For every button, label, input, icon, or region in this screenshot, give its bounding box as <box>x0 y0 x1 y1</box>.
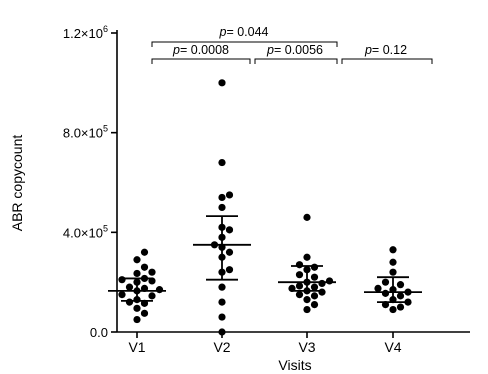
data-point-v3 <box>310 292 319 300</box>
p-value-label: p= 0.0056 <box>266 43 323 57</box>
data-point-v1 <box>148 277 156 285</box>
x-tick-label-v2: V2 <box>213 339 230 355</box>
significance-brackets: p= 0.044 p= 0.0008 p= 0.0056 p= 0.12 <box>151 25 433 64</box>
data-point-v2 <box>218 253 226 261</box>
data-point-v1 <box>125 298 134 306</box>
data-point-v3 <box>318 279 326 288</box>
data-point-v1 <box>140 248 149 256</box>
data-point-v3 <box>295 261 304 269</box>
data-point-v4 <box>374 284 382 292</box>
data-point-v3 <box>288 284 296 292</box>
data-point-v1 <box>140 299 149 307</box>
data-point-v4 <box>381 289 390 297</box>
x-tick-label-v1: V1 <box>128 339 145 355</box>
data-point-v2 <box>218 268 226 276</box>
data-point-v4 <box>396 281 405 289</box>
data-point-v2 <box>218 158 226 167</box>
data-point-v4 <box>396 303 405 311</box>
data-point-v3 <box>303 253 311 261</box>
p-value-label: p= 0.0008 <box>172 43 229 57</box>
data-point-v1 <box>133 304 141 312</box>
data-point-v2 <box>218 283 226 291</box>
data-point-v3 <box>303 213 311 221</box>
significance-bracket <box>254 58 338 64</box>
data-point-v4 <box>389 268 397 276</box>
y-tick-label: 1.2×106 <box>63 24 108 41</box>
data-point-v1 <box>118 291 126 299</box>
data-point-v1 <box>140 284 149 292</box>
data-point-v3 <box>303 287 311 295</box>
data-point-v4 <box>389 286 397 294</box>
data-point-v3 <box>310 263 319 271</box>
data-point-v2 <box>225 226 234 234</box>
data-points <box>118 79 412 336</box>
data-point-v2 <box>225 191 234 199</box>
x-tick-label-v3: V3 <box>298 339 315 355</box>
data-point-v4 <box>389 258 397 266</box>
data-point-v1 <box>133 287 141 295</box>
data-point-v4 <box>381 300 390 309</box>
data-point-v1 <box>133 256 141 264</box>
data-point-v3 <box>310 283 319 291</box>
data-point-v2 <box>218 193 226 202</box>
data-point-v4 <box>396 292 405 300</box>
data-point-v1 <box>148 268 156 276</box>
data-point-v2 <box>218 313 226 321</box>
data-point-v2 <box>218 79 226 87</box>
y-tick-label: 0.0 <box>90 325 108 340</box>
data-point-v2 <box>225 248 234 256</box>
data-point-v2 <box>218 223 226 231</box>
data-point-v1 <box>140 274 149 283</box>
data-point-v2 <box>218 203 226 212</box>
significance-bracket <box>151 58 251 64</box>
data-point-v3 <box>295 291 304 299</box>
data-point-v1 <box>118 276 126 284</box>
data-point-v2 <box>218 298 226 306</box>
data-point-v1 <box>140 309 149 317</box>
y-tick-label: 8.0×105 <box>63 124 108 141</box>
data-point-v3 <box>310 273 319 281</box>
significance-bracket <box>341 58 433 64</box>
significance-bracket <box>151 41 338 47</box>
p-value-label: p= 0.12 <box>364 43 407 57</box>
data-point-v3 <box>295 282 304 290</box>
y-axis: 0.0 4.0×105 8.0×105 1.2×106 <box>63 24 118 340</box>
x-axis-label: Visits <box>278 357 311 373</box>
data-point-v4 <box>404 288 412 296</box>
data-point-v1 <box>155 286 164 294</box>
data-point-v3 <box>318 288 326 296</box>
data-point-v4 <box>389 305 397 314</box>
data-point-v1 <box>133 296 141 304</box>
data-point-v3 <box>325 277 334 285</box>
y-axis-label: ABR copycount <box>9 135 25 232</box>
x-axis: V1 V2 V3 V4 <box>117 331 470 355</box>
data-point-v3 <box>303 296 311 304</box>
data-point-v4 <box>389 296 397 304</box>
data-point-v4 <box>404 298 412 306</box>
data-point-v2 <box>218 243 226 251</box>
data-point-v1 <box>148 292 156 300</box>
x-tick-label-v4: V4 <box>384 339 401 355</box>
data-point-v1 <box>125 283 134 291</box>
data-point-v3 <box>295 271 304 279</box>
data-point-v3 <box>310 300 319 309</box>
data-point-v1 <box>133 315 141 324</box>
p-value-label: p= 0.044 <box>218 25 268 39</box>
data-point-v4 <box>381 278 390 286</box>
data-point-v2 <box>218 233 226 241</box>
data-point-v4 <box>389 246 397 254</box>
data-point-v2 <box>210 241 219 249</box>
data-point-v2 <box>218 328 226 336</box>
data-point-v3 <box>303 266 311 274</box>
data-point-v1 <box>133 269 141 278</box>
data-point-v2 <box>225 266 234 274</box>
y-tick-label: 4.0×105 <box>63 223 108 240</box>
data-point-v1 <box>140 263 149 271</box>
data-point-v3 <box>303 305 311 314</box>
data-point-v3 <box>303 278 311 286</box>
data-point-v1 <box>133 278 141 286</box>
